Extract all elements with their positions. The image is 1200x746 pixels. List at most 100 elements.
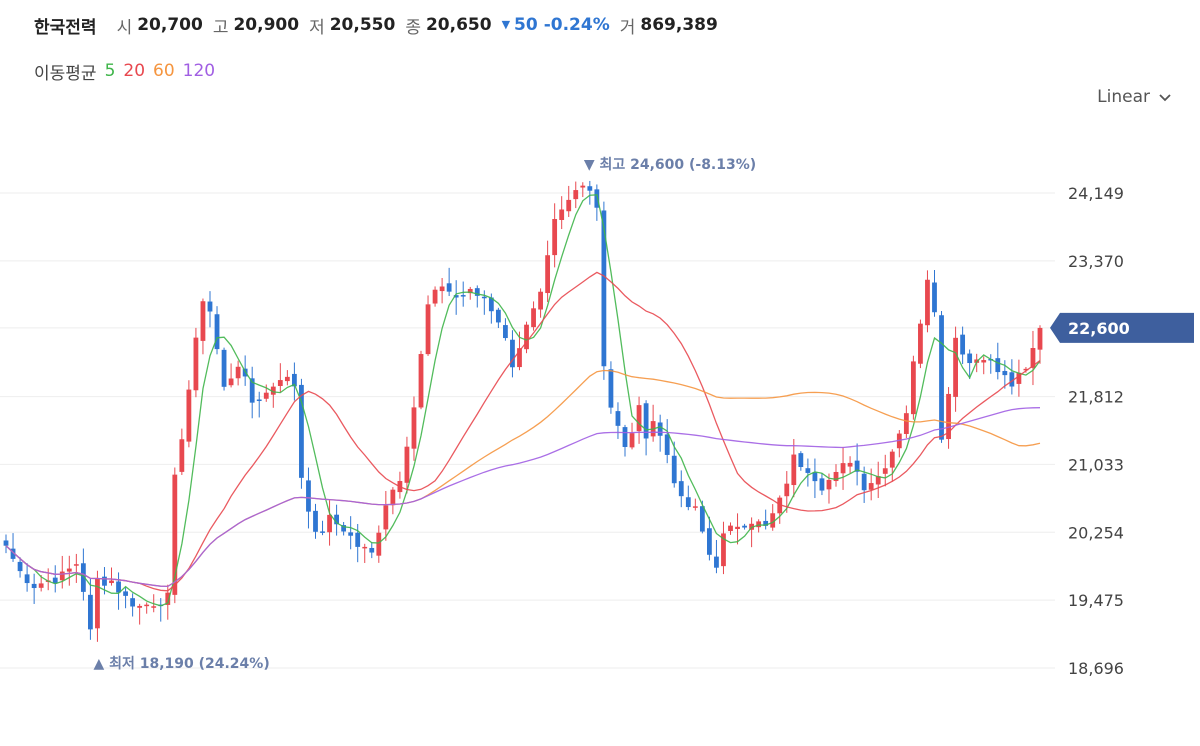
candle-body	[299, 384, 304, 478]
price-axis: 24,14923,37022,60021,81221,03320,25419,4…	[1068, 184, 1124, 678]
y-tick-label: 21,812	[1068, 388, 1124, 407]
candle-body	[200, 301, 206, 341]
change-percent: -0.24%	[543, 15, 610, 35]
candle-body	[1030, 348, 1036, 368]
candle-body	[925, 279, 930, 326]
candle-body	[291, 373, 297, 387]
candle-body	[263, 392, 269, 399]
candle-body	[221, 349, 227, 387]
low-annotation: ▲ 최저 18,190 (24.24%)	[93, 656, 269, 672]
candles	[3, 180, 1043, 642]
candle-body	[728, 525, 733, 532]
candle-body	[235, 366, 241, 379]
candle-body	[510, 339, 515, 368]
ma-60-label[interactable]: 60	[153, 61, 175, 81]
candle-body	[151, 606, 157, 608]
candle-body	[566, 199, 572, 212]
candle-body	[721, 533, 726, 567]
ma-legend-label: 이동평균	[34, 63, 97, 84]
candle-body	[685, 497, 691, 508]
candle-body	[52, 577, 58, 584]
candle-body	[369, 547, 375, 553]
ma-5-label[interactable]: 5	[104, 61, 116, 81]
y-tick-label: 23,370	[1068, 252, 1124, 271]
candle-body	[601, 210, 607, 367]
candle-body	[770, 513, 776, 528]
candle-body	[165, 592, 171, 605]
candle-body	[95, 578, 100, 629]
candle-body	[179, 439, 185, 472]
candle-body	[31, 583, 37, 589]
candle-body	[946, 393, 951, 440]
candle-body	[833, 471, 839, 482]
candle-body	[960, 334, 966, 355]
candle-body	[467, 288, 473, 294]
candle-body	[1037, 327, 1043, 350]
candle-body	[636, 405, 642, 432]
candle-body	[88, 594, 93, 630]
candle-body	[875, 476, 881, 485]
candle-body	[411, 407, 417, 449]
candle-body	[559, 209, 565, 220]
candle-body	[320, 531, 325, 533]
candle-body	[17, 561, 23, 572]
y-tick-label: 21,033	[1068, 455, 1124, 474]
candle-body	[334, 514, 339, 525]
grid-lines	[0, 192, 1055, 669]
volume-label: 거	[619, 17, 636, 38]
candle-body	[643, 403, 649, 439]
candle-body	[798, 453, 804, 467]
candle-body	[699, 506, 705, 532]
annotations: ▼ 최고 24,600 (-8.13%) ▲ 최저 18,190 (24.24%…	[93, 157, 756, 672]
current-price-marker: 22,600	[1050, 312, 1194, 343]
candle-body	[313, 510, 318, 532]
candle-body	[854, 460, 860, 472]
candle-body	[671, 455, 677, 484]
candle-body	[109, 580, 114, 584]
candle-body	[446, 283, 452, 292]
candle-body	[812, 472, 818, 482]
stock-name: 한국전력	[34, 17, 97, 38]
candle-body	[80, 563, 86, 592]
candle-body	[432, 289, 438, 304]
candle-body	[868, 483, 874, 490]
candle-body	[889, 451, 895, 468]
candle-body	[3, 540, 9, 546]
candle-body	[882, 468, 888, 474]
candle-body	[495, 309, 501, 323]
candle-body	[531, 308, 536, 328]
candle-body	[629, 433, 635, 448]
candle-body	[742, 525, 747, 528]
close-label: 종	[405, 17, 421, 38]
candle-body	[144, 604, 150, 607]
candle-body	[193, 337, 199, 391]
candle-body	[622, 427, 628, 447]
candle-body	[707, 528, 712, 555]
candle-body	[552, 219, 558, 256]
candle-body	[657, 422, 663, 436]
quote-header: 한국전력 시 20,700 고 20,900 저 20,550 종 20,650…	[34, 10, 728, 40]
candle-body	[284, 376, 290, 382]
candle-body	[277, 380, 283, 387]
candle-body	[383, 505, 389, 530]
y-tick-label: 18,696	[1068, 659, 1124, 678]
triangle-down-icon: ▼	[501, 17, 511, 31]
low-value: 20,550	[329, 15, 396, 35]
current-price-tag	[1050, 312, 1194, 343]
candle-body	[587, 186, 593, 191]
candle-body	[348, 532, 354, 536]
scale-toggle-button[interactable]: Linear	[1097, 84, 1172, 110]
candle-body	[439, 286, 445, 292]
ma-120-label[interactable]: 120	[182, 61, 216, 81]
candle-body	[38, 583, 44, 588]
candle-body	[24, 574, 30, 584]
candle-body	[256, 399, 262, 402]
candle-body	[861, 473, 867, 491]
candle-body	[953, 337, 958, 397]
candle-body	[207, 301, 213, 312]
candle-body	[784, 483, 790, 497]
candle-body	[918, 323, 923, 364]
candle-body	[573, 190, 579, 200]
ma-20-label[interactable]: 20	[123, 61, 146, 81]
